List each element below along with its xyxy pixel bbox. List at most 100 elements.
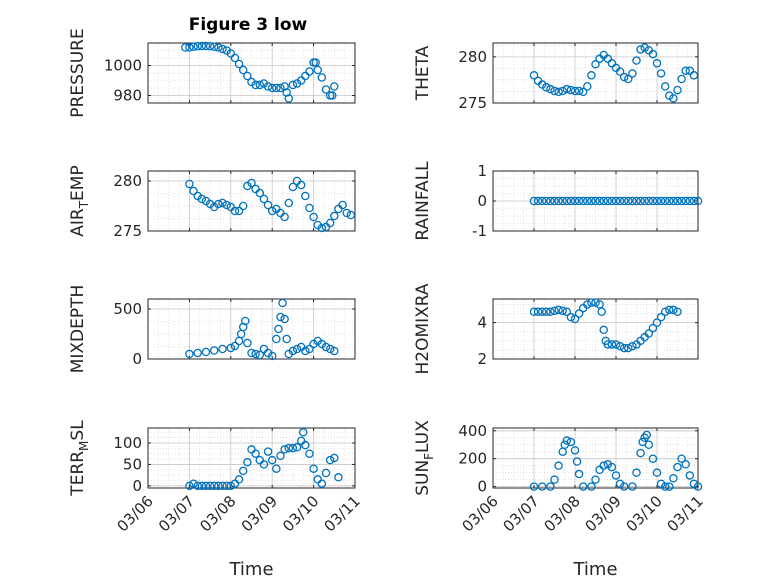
data-point (611, 196, 621, 206)
data-point (660, 82, 670, 91)
data-point (313, 475, 322, 484)
data-point (689, 71, 699, 80)
data-point (558, 86, 567, 96)
y-tick-label: 280 (113, 172, 142, 190)
x-tick-label: 03/08 (541, 492, 584, 535)
data-point (656, 312, 666, 322)
data-point (284, 443, 294, 453)
data-point (189, 479, 198, 488)
data-point (267, 351, 277, 361)
data-point (251, 80, 260, 90)
x-tick-label: 03/10 (279, 492, 322, 535)
y-tick-label: 0 (477, 478, 487, 496)
data-point (537, 307, 547, 316)
x-tick-label: 03/06 (114, 492, 157, 535)
data-point (591, 196, 600, 206)
data-point (574, 196, 584, 206)
data-point (255, 455, 265, 465)
data-point (673, 85, 682, 95)
data-point (218, 344, 227, 354)
data-point (274, 324, 283, 334)
y-axis-label: PRESSURE (68, 28, 88, 117)
x-tick-label: 03/07 (500, 492, 543, 535)
data-point (529, 482, 539, 491)
y-tick-label: 4 (477, 314, 487, 332)
data-point (619, 343, 629, 353)
x-tick-label: 03/08 (196, 492, 239, 535)
data-point (276, 451, 285, 461)
data-point (652, 468, 662, 477)
data-point (615, 196, 625, 206)
data-series (185, 176, 356, 233)
data-point (234, 336, 244, 346)
data-point (311, 58, 320, 67)
data-point (234, 475, 244, 484)
data-point (550, 86, 559, 96)
data-point (205, 481, 215, 491)
data-point (681, 66, 690, 75)
data-point (321, 222, 331, 232)
data-point (554, 196, 563, 206)
data-series (181, 41, 339, 103)
major-grid (148, 43, 355, 103)
data-point (628, 342, 637, 351)
data-point (570, 314, 580, 324)
data-point (673, 196, 682, 206)
data-point (574, 309, 584, 318)
data-point (234, 59, 244, 69)
data-point (259, 344, 269, 354)
data-point (550, 306, 559, 316)
data-point (537, 196, 547, 206)
data-point (288, 182, 298, 192)
data-point (276, 312, 285, 322)
data-point (325, 218, 335, 228)
axes-box (492, 427, 699, 489)
data-point (542, 307, 551, 316)
data-point (562, 196, 572, 206)
data-point (251, 184, 260, 194)
y-tick-label: 1 (477, 162, 487, 180)
data-point (259, 194, 269, 204)
data-point (205, 42, 215, 51)
data-point (272, 464, 281, 473)
panel-theta: 275 280 THETA (413, 42, 699, 112)
data-point (619, 72, 629, 82)
data-point (251, 449, 260, 458)
data-series (529, 43, 699, 103)
data-point (334, 204, 343, 214)
minor-grid (493, 299, 698, 359)
data-point (624, 196, 633, 206)
y-tick-label: 0 (132, 350, 142, 368)
data-point (652, 196, 662, 206)
data-point (611, 471, 621, 480)
data-point (572, 457, 582, 466)
data-point (330, 82, 339, 91)
data-point (226, 481, 236, 491)
data-point (632, 196, 641, 206)
data-point (234, 206, 244, 216)
x-tick-label: 03/06 (459, 492, 502, 535)
y-axis-label: THETA (413, 45, 433, 101)
axes-box (147, 427, 356, 489)
data-point (325, 344, 335, 354)
data-point (296, 180, 306, 190)
data-point (660, 482, 670, 491)
data-point (628, 69, 637, 78)
data-point (197, 41, 207, 51)
data-point (562, 84, 572, 94)
data-point (292, 344, 302, 354)
data-point (550, 196, 559, 206)
data-point (603, 196, 613, 206)
x-tick-label: 03/09 (238, 492, 281, 535)
y-tick-label: 1000 (104, 57, 142, 75)
data-point (327, 91, 337, 100)
data-point (587, 482, 596, 491)
data-point (685, 471, 695, 480)
y-tick-label: 275 (458, 94, 487, 112)
data-point (533, 307, 543, 316)
minor-grid (493, 43, 698, 103)
y-tick-label: 280 (458, 48, 487, 66)
data-point (288, 80, 298, 90)
y-tick-label: 200 (458, 450, 487, 468)
